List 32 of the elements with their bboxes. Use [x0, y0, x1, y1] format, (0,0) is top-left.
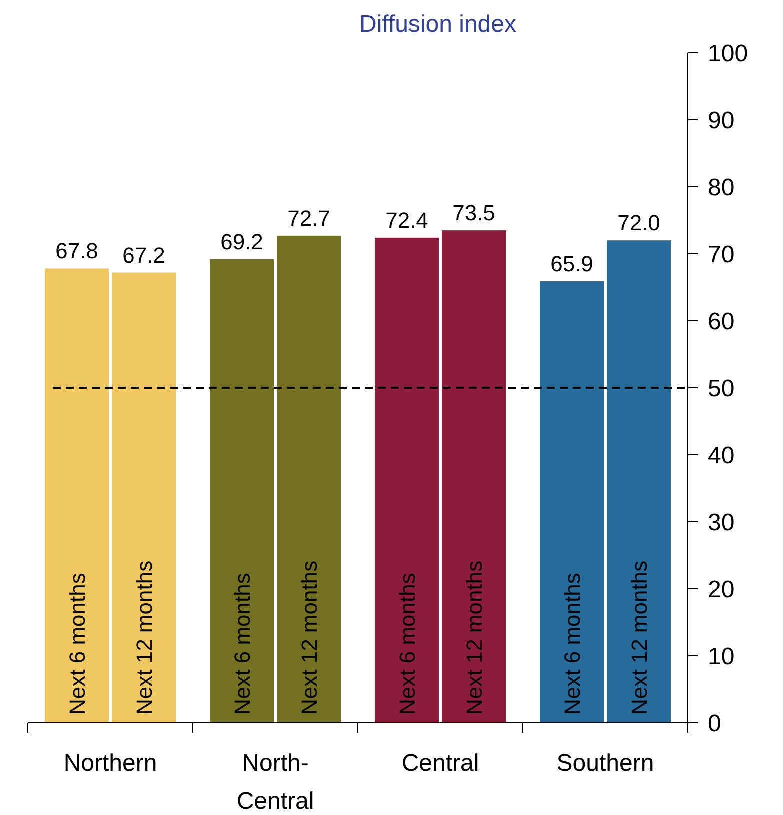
data-label: 72.0: [618, 210, 660, 236]
x-tick-label: Northern: [64, 750, 158, 777]
y-tick-label: 80: [708, 174, 735, 202]
x-tick-label: North-Central: [236, 750, 314, 815]
y-tick-label: 10: [708, 643, 735, 670]
y-tick-label: 40: [708, 442, 735, 470]
data-label: 69.2: [220, 229, 264, 254]
y-tick-label: 0: [708, 710, 722, 738]
text: Next 12 months: [627, 560, 652, 715]
y-tick-label: 90: [708, 107, 735, 134]
data-label: 73.5: [452, 200, 496, 226]
text: Next 6 months: [230, 573, 255, 715]
x-tick-label: Southern: [556, 750, 654, 777]
x-tick-label: Central: [402, 750, 480, 777]
y-tick-label: 30: [708, 509, 735, 536]
data-label: 72.4: [386, 208, 428, 233]
data-label: 72.7: [288, 206, 330, 231]
chart-title: Diffusion index: [360, 11, 516, 38]
data-label: 67.2: [122, 242, 166, 268]
data-label: 67.8: [56, 238, 98, 264]
text: Next 12 months: [297, 560, 322, 715]
text: Next 12 months: [462, 560, 487, 715]
text: Next 6 months: [395, 573, 420, 715]
y-tick-label: 100: [708, 40, 748, 68]
y-tick-label: 60: [708, 308, 735, 336]
y-tick-label: 70: [708, 241, 735, 268]
series-label: Next 12 months: [132, 560, 157, 715]
text: Next 6 months: [560, 573, 585, 715]
series-label: Next 6 months: [65, 573, 90, 715]
data-label: 65.9: [550, 251, 594, 276]
y-tick-label: 20: [708, 576, 735, 604]
y-tick-label: 50: [708, 375, 735, 402]
